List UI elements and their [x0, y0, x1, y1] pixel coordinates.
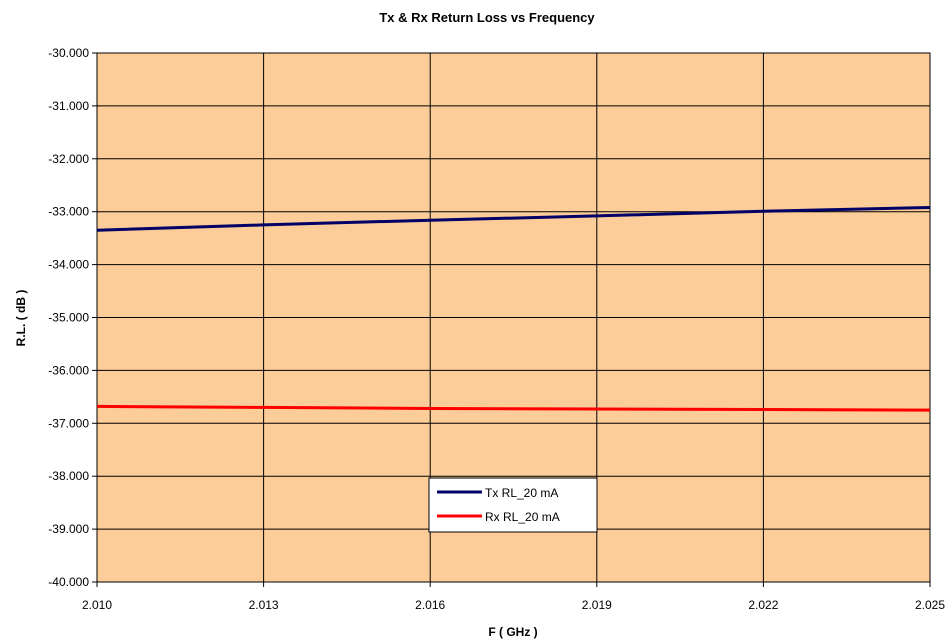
y-axis-ticks: -30.000 -31.000 -32.000 -33.000 -34.000 -35.0… [48, 46, 97, 589]
y-tick-label: -38.000 [48, 469, 89, 483]
x-tick-label: 2.016 [415, 598, 445, 612]
x-axis-ticks: 2.010 2.013 2.016 2.019 2.022 2.025 [82, 582, 945, 612]
x-tick-label: 2.019 [582, 598, 612, 612]
x-axis-label: F ( GHz ) [488, 625, 537, 639]
y-tick-label: -33.000 [48, 205, 89, 219]
legend-label-tx: Tx RL_20 mA [485, 486, 558, 500]
series-line-tx [96, 206, 931, 232]
y-tick-label: -32.000 [48, 152, 89, 166]
x-tick-label: 2.025 [915, 598, 945, 612]
x-tick-label: 2.022 [748, 598, 778, 612]
y-tick-label: -36.000 [48, 363, 89, 377]
y-tick-label: -34.000 [48, 258, 89, 272]
y-tick-label: -39.000 [48, 522, 89, 536]
legend-label-rx: Rx RL_20 mA [485, 510, 560, 524]
y-tick-label: -31.000 [48, 99, 89, 113]
y-axis-label: R.L. ( dB ) [14, 290, 28, 347]
series-line-rx [96, 404, 931, 412]
x-tick-label: 2.010 [82, 598, 112, 612]
series-lines [96, 206, 931, 412]
y-tick-label: -35.000 [48, 311, 89, 325]
legend-box [428, 477, 598, 533]
x-tick-label: 2.013 [249, 598, 279, 612]
legend: Tx RL_20 mA Rx RL_20 mA [428, 477, 598, 533]
y-tick-label: -30.000 [48, 46, 89, 60]
chart-title: Tx & Rx Return Loss vs Frequency [379, 10, 595, 25]
y-tick-label: -37.000 [48, 416, 89, 430]
y-tick-label: -40.000 [48, 575, 89, 589]
